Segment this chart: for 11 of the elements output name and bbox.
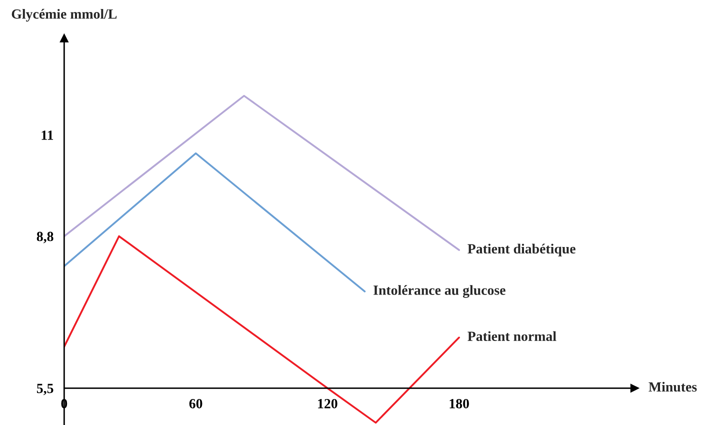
y-tick-label: 8,8	[36, 232, 54, 244]
x-tick-label: 120	[318, 398, 338, 408]
x-axis-title: Minutes	[648, 382, 697, 392]
series-label: Patient normal	[468, 331, 556, 341]
y-axis-title: Glycémie mmol/L	[12, 8, 117, 22]
y-tick-label: 5,5	[36, 384, 54, 396]
x-tick-label: 180	[450, 398, 469, 408]
series-label: Patient diabétique	[468, 244, 576, 256]
series-label: Intolérance au glucose	[374, 285, 506, 298]
x-tick-label: 60	[189, 398, 202, 408]
y-tick-label: 11	[42, 130, 54, 140]
